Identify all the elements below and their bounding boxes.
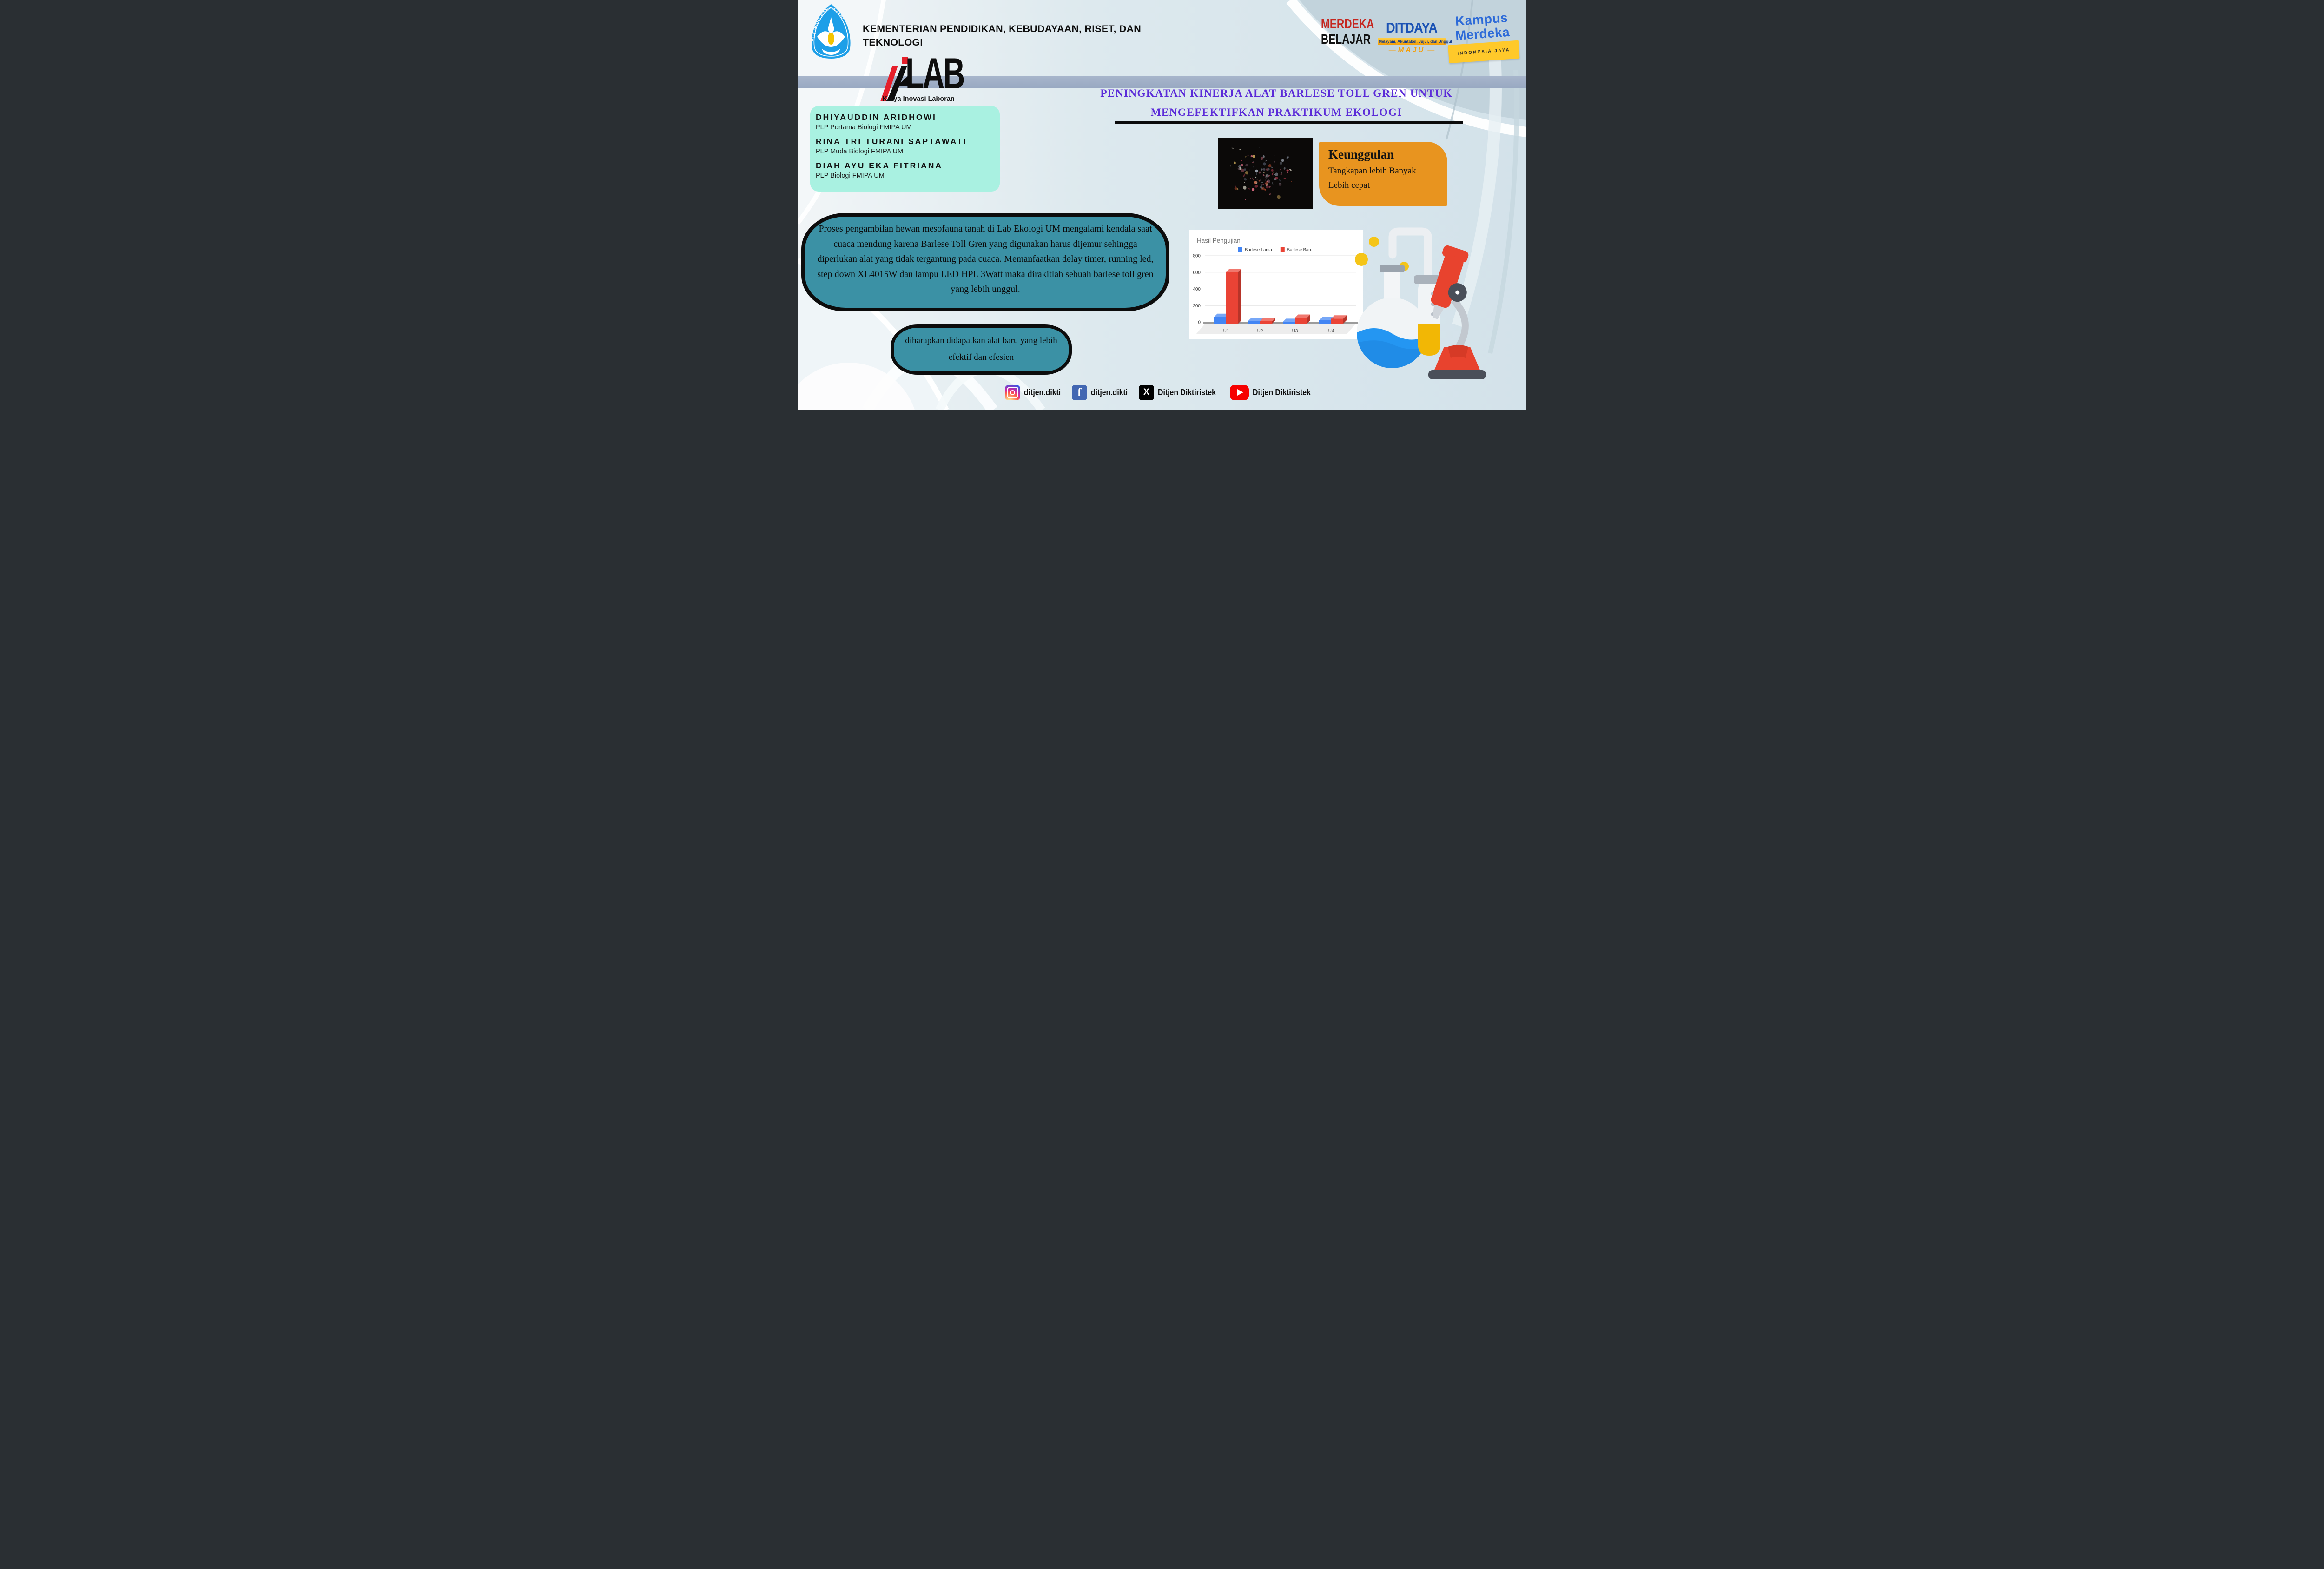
mesofauna-specimen-photo [1218, 138, 1313, 209]
title-underline [1115, 121, 1463, 124]
svg-text:Hasil Pengujian: Hasil Pengujian [1197, 237, 1241, 244]
author-name: DHIYAUDDIN ARIDHOWI [816, 113, 937, 122]
svg-text:U4: U4 [1328, 329, 1334, 334]
poster-title-line2: MENGEFEKTIFKAN PRAKTIKUM EKOLOGI [1150, 106, 1402, 119]
merdeka-belajar-logo: MERDEKA BELAJAR [1321, 17, 1379, 47]
youtube-icon[interactable] [1230, 384, 1249, 400]
social-footer: ditjen.dikti f ditjen.dikti X Ditjen Dik… [1005, 384, 1325, 401]
ditdaya-maju-text: MAJU [1378, 46, 1446, 54]
social-handle: ditjen.dikti [1091, 387, 1128, 397]
keunggulan-heading: Keunggulan [1328, 147, 1394, 161]
svg-text:600: 600 [1193, 270, 1201, 275]
poster-title-line1: PENINGKATAN KINERJA ALAT BARLESE TOLL GR… [1100, 87, 1452, 99]
belajar-text: BELAJAR [1321, 32, 1371, 47]
ditdaya-wordmark: DITDAYA [1386, 20, 1438, 36]
ministry-name-line2: TEKNOLOGI [863, 37, 923, 48]
abstract-blob: Proses pengambilan hewan mesofauna tanah… [801, 213, 1169, 311]
merdeka-text: MERDEKA [1321, 17, 1374, 32]
keunggulan-point2: Lebih cepat [1328, 180, 1370, 190]
kilab-wordmark: LAB [905, 49, 965, 98]
poster-canvas: TUT WURI HANDAYANI KEMENTERIAN PENDIDIKA… [798, 0, 1526, 410]
authors-box: DHIYAUDDIN ARIDHOWI PLP Pertama Biologi … [810, 106, 1000, 192]
header-divider-band [798, 76, 1526, 88]
svg-text:Barlese Lama: Barlese Lama [1245, 247, 1272, 252]
ministry-name-line1: KEMENTERIAN PENDIDIKAN, KEBUDAYAAN, RISE… [863, 23, 1141, 34]
ministry-emblem-logo: TUT WURI HANDAYANI [812, 4, 851, 59]
svg-text:U1: U1 [1223, 329, 1229, 334]
svg-text:0: 0 [1198, 320, 1201, 325]
svg-text:U3: U3 [1292, 329, 1298, 334]
bubble-icon [1369, 237, 1379, 247]
microscope-base [1434, 347, 1480, 371]
svg-text:U2: U2 [1257, 329, 1263, 334]
kilab-k-mark [880, 57, 910, 101]
hasil-pengujian-chart: Hasil Pengujian Barlese Lama Barlese Baru 0… [1189, 230, 1363, 339]
lab-illustration [1355, 227, 1486, 379]
svg-text:800: 800 [1193, 254, 1201, 259]
author-role: PLP Muda Biologi FMIPA UM [816, 148, 904, 155]
svg-text:400: 400 [1193, 287, 1201, 292]
author-role: PLP Biologi FMIPA UM [816, 172, 885, 179]
social-handle: Ditjen Diktiristek [1253, 387, 1311, 397]
svg-text:200: 200 [1193, 304, 1201, 309]
kampus-merdeka-logo: Kampus Merdeka INDONESIA JAYA [1446, 10, 1520, 64]
glass-tube-icon [1388, 227, 1432, 289]
facebook-icon[interactable]: f [1072, 384, 1087, 400]
social-handle: Ditjen Diktiristek [1158, 387, 1216, 397]
flask-cap [1380, 265, 1405, 272]
social-handle: ditjen.dikti [1024, 387, 1061, 397]
social-instagram[interactable]: ditjen.dikti [1005, 384, 1066, 400]
author-role: PLP Pertama Biologi FMIPA UM [816, 124, 912, 131]
kilab-tagline: Karya Inovasi Laboran [882, 95, 955, 103]
keunggulan-box: Keunggulan Tangkapan lebih Banyak Lebih … [1319, 142, 1447, 206]
author-name: RINA TRI TURANI SAPTAWATI [816, 137, 967, 146]
bubble-icon [1355, 253, 1368, 266]
ministry-name: KEMENTERIAN PENDIDIKAN, KEBUDAYAAN, RISE… [863, 22, 1179, 49]
x-twitter-icon[interactable]: X [1139, 384, 1154, 400]
microscope-icon [1431, 245, 1469, 350]
social-x[interactable]: X Ditjen Diktiristek [1139, 384, 1224, 400]
expectation-blob: diharapkan didapatkan alat baru yang leb… [891, 324, 1072, 375]
svg-text:Barlese Baru: Barlese Baru [1287, 247, 1313, 252]
ditdaya-tagline: Melayani, Akuntabel, Jujur, dan Unggul [1378, 38, 1452, 45]
keunggulan-point1: Tangkapan lebih Banyak [1328, 166, 1416, 176]
author-name: DIAH AYU EKA FITRIANA [816, 161, 943, 170]
social-facebook[interactable]: f ditjen.dikti [1072, 384, 1133, 400]
flask-neck [1384, 270, 1400, 298]
social-youtube[interactable]: Ditjen Diktiristek [1230, 384, 1319, 400]
kilab-logo: LAB [877, 52, 965, 104]
instagram-icon[interactable] [1005, 384, 1020, 400]
ditdaya-logo: DITDAYA Melayani, Akuntabel, Jujur, dan … [1378, 20, 1452, 54]
poster-title: PENINGKATAN KINERJA ALAT BARLESE TOLL GR… [1095, 87, 1458, 119]
